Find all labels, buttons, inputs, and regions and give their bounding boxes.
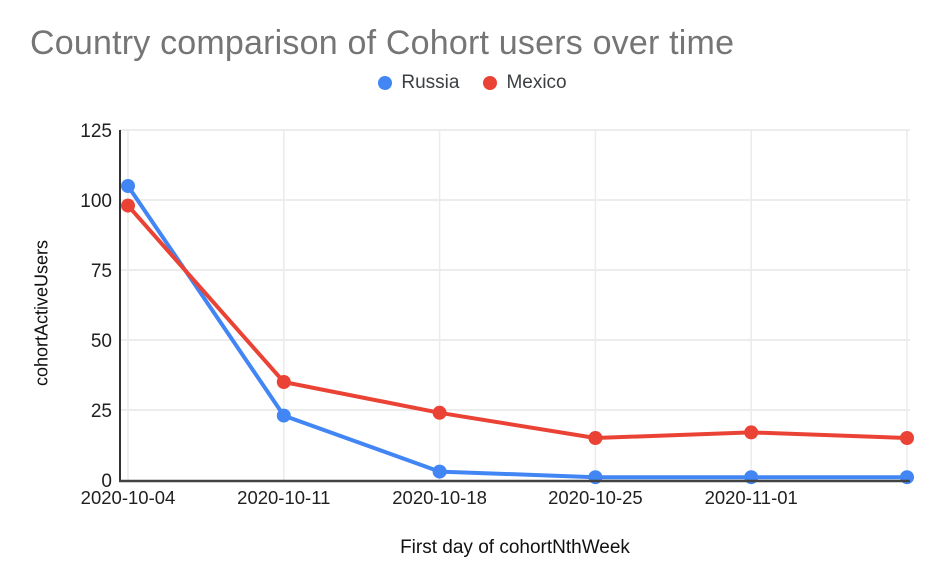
x-tick-label: 2020-10-25 [548,487,643,508]
y-tick-label: 75 [91,261,112,282]
series-line-russia [126,184,909,480]
data-point-mexico-1 [276,375,291,389]
x-tick-label: 2020-10-04 [81,487,176,508]
x-axis-title: First day of cohortNthWeek [400,537,630,558]
data-point-mexico-0 [121,198,135,213]
x-tick-label: 2020-10-11 [237,487,330,508]
y-tick-label: 125 [80,121,112,142]
data-point-mexico-5 [900,431,914,445]
chart-title: Country comparison of Cohort users over … [30,24,735,62]
data-point-mexico-4 [744,425,759,440]
legend-dot-mexico-icon [483,76,498,90]
x-tick-label: 2020-10-18 [392,487,487,508]
data-point-russia-1 [276,408,291,423]
legend-label-mexico: Mexico [506,72,567,93]
x-tick-label: 2020-11-01 [705,487,798,508]
legend-item-mexico: Mexico [483,72,567,94]
legend-item-russia: Russia [378,72,459,94]
data-point-russia-2 [432,464,447,479]
chart-legend: Russia Mexico [0,72,945,94]
data-point-mexico-2 [432,405,447,420]
y-tick-label: 100 [80,191,112,212]
legend-dot-russia-icon [378,76,393,90]
data-point-russia-0 [121,179,135,193]
y-tick-label: 0 [101,471,112,492]
y-tick-label: 50 [91,331,112,352]
series-line-mexico [126,203,909,440]
legend-label-russia: Russia [401,72,460,93]
data-point-mexico-3 [588,431,603,445]
y-tick-label: 25 [91,401,112,422]
